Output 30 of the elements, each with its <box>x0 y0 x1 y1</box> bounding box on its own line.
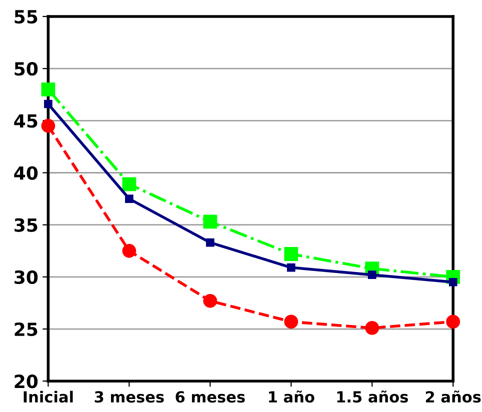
point <box>122 177 136 192</box>
point <box>365 321 380 335</box>
y-tick-label: 25 <box>14 322 38 336</box>
y-tick-label: 40 <box>14 166 38 180</box>
point <box>448 278 458 286</box>
x-tick-label: 3 meses <box>94 391 164 403</box>
y-tick-label: 45 <box>14 114 38 128</box>
y-tick-label: 20 <box>14 374 38 388</box>
y-tick-label: 55 <box>14 10 38 24</box>
y-tick-label: 30 <box>14 270 38 284</box>
point <box>41 118 56 133</box>
point <box>122 244 136 258</box>
x-tick-label: 1 año <box>269 390 314 403</box>
point <box>203 214 218 229</box>
point <box>286 263 296 272</box>
point <box>44 100 52 108</box>
y-tick-label: 35 <box>14 218 38 232</box>
point <box>206 238 214 247</box>
y-tick-label: 50 <box>14 62 38 76</box>
point <box>284 314 298 329</box>
x-tick-label: Inicial <box>24 390 73 403</box>
point <box>446 314 460 329</box>
point <box>368 270 376 280</box>
x-tick-label: 2 años <box>426 390 481 403</box>
x-tick-label: 1.5 años <box>337 390 408 403</box>
point <box>41 82 56 96</box>
point <box>203 294 218 308</box>
point <box>284 247 298 261</box>
point <box>125 194 134 203</box>
x-tick-label: 6 meses <box>176 391 245 403</box>
